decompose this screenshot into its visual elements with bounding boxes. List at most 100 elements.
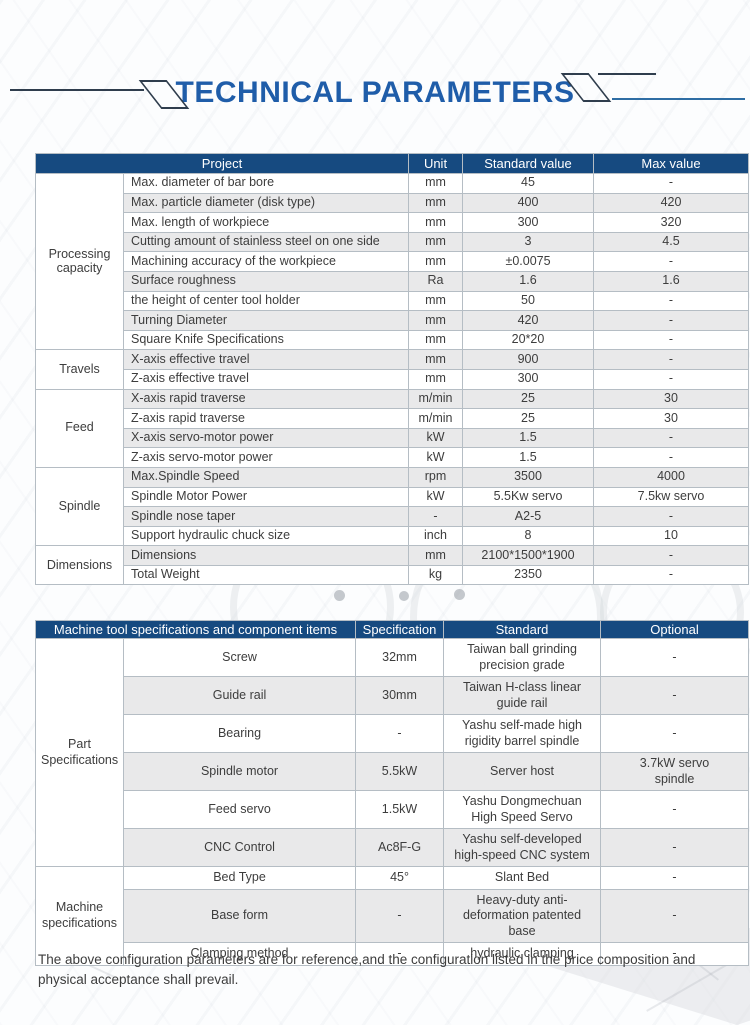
table-cell: 3 (462, 231, 594, 253)
table-cell: - (593, 427, 749, 449)
table-cell: mm (408, 349, 463, 370)
table-row: Travels X-axis effective travel mm 900- (35, 349, 749, 390)
table-cell: 45° (355, 866, 445, 890)
table-cell: - (600, 828, 750, 867)
table-cell: Slant Bed (443, 866, 602, 890)
table-cell: ±0.0075 (462, 251, 594, 272)
table-cell: - (593, 368, 749, 390)
table-cell: mm (408, 173, 463, 194)
table-cell: Yashu self-developed high-speed CNC syst… (443, 828, 602, 867)
gear-dot (334, 590, 345, 601)
table-cell: 1.5kW (355, 790, 445, 829)
table-cell: mm (408, 212, 463, 233)
table-cell: m/min (408, 388, 463, 410)
table-row: Square Knife Specifications mm 20*20- (36, 329, 749, 351)
table-cell: - (600, 942, 750, 966)
table-row: Feed X-axis rapid traverse m/min 25 30 (35, 388, 749, 468)
table-row: CNC Control Ac8F-G Yashu self-developed hi… (36, 828, 750, 867)
table-cell: Feed servo (122, 790, 357, 829)
table-row: Clamping method - hydraulic clamping - (36, 942, 750, 966)
table-cell: Z-axis servo-motor power (123, 447, 409, 468)
table-cell: 2350 (462, 564, 594, 586)
table-cell: - (600, 888, 750, 943)
column-header-optional: Optional (600, 620, 750, 639)
table-cell: 1.6 (593, 270, 749, 292)
page-title: TECHNICAL PARAMETERS (175, 76, 575, 109)
table-cell: kW (408, 447, 463, 468)
table-cell: - (593, 310, 749, 331)
table-cell: 300 (462, 212, 594, 233)
table-cell: 30 (593, 388, 749, 410)
table-cell: mm (408, 251, 463, 272)
column-header-standard: Standard (443, 620, 602, 639)
table-cell: 20*20 (462, 329, 594, 351)
row-group-label: Travels (35, 349, 124, 390)
reference-note: The above configuration parameters are f… (38, 951, 696, 988)
table-cell: - (593, 173, 749, 194)
table-cell: Clamping method (122, 942, 357, 966)
table-cell: Square Knife Specifications (123, 329, 409, 351)
column-header-max-value: Max value (593, 153, 749, 174)
table-row: Bearing - Yashu self-made high rigidity ba… (36, 714, 750, 753)
table-cell: mm (408, 192, 463, 214)
table-cell: X-axis rapid traverse (123, 388, 409, 410)
table-cell: - (593, 290, 749, 312)
table-cell: 900 (462, 349, 594, 370)
table-cell: - (355, 714, 445, 753)
table-cell: 30 (593, 408, 749, 429)
row-group-label: Part Specifications (35, 638, 124, 867)
table-cell: - (600, 866, 750, 890)
table-cell: mm (408, 310, 463, 331)
table-header-row: Machine tool specifications and componen… (34, 620, 750, 639)
table-row: Total Weight kg 2350- (36, 564, 749, 586)
table-cell: the height of center tool holder (123, 290, 409, 312)
table-row: Spindle motor 5.5kW Server host 3.7kW servo… (36, 752, 750, 791)
table-row: Machine specifications Bed Type 45° Slant B… (35, 866, 750, 966)
table-cell: - (600, 790, 750, 829)
table-cell: Yashu self-made high rigidity barrel spi… (443, 714, 602, 753)
table-cell: 30mm (355, 676, 445, 715)
table-cell: inch (408, 525, 463, 547)
table-cell: Base form (122, 888, 357, 943)
table-cell: m/min (408, 408, 463, 429)
table-row: Machining accuracy of the workpiece mm ±0.… (36, 251, 749, 272)
table-cell: Total Weight (123, 564, 409, 586)
column-header-project: Project (35, 153, 409, 174)
table-cell: X-axis effective travel (123, 349, 409, 370)
table-cell: 3.7kW servo spindle (600, 752, 750, 791)
table-cell: Bearing (122, 714, 357, 753)
table-cell: Screw (122, 638, 357, 677)
table-cell: - (593, 329, 749, 351)
table-cell: - (593, 349, 749, 370)
table-cell: Max. diameter of bar bore (123, 173, 409, 194)
table-cell: X-axis servo-motor power (123, 427, 409, 449)
table-cell: Taiwan ball grinding precision grade (443, 638, 602, 677)
table-cell: Ra (408, 270, 463, 292)
table-cell: 1.5 (462, 427, 594, 449)
table-cell: 5.5Kw servo (462, 486, 594, 508)
table-cell: Spindle motor (122, 752, 357, 791)
table-cell: mm (408, 329, 463, 351)
table-row: Part Specifications Screw 32mm Taiwan ball … (35, 638, 750, 867)
table-cell: Max. particle diameter (disk type) (123, 192, 409, 214)
table-cell: 320 (593, 212, 749, 233)
table-row: Spindle nose taper - A2-5- (36, 506, 749, 527)
table-cell: 45 (462, 173, 594, 194)
table-cell: 50 (462, 290, 594, 312)
table-cell: Surface roughness (123, 270, 409, 292)
row-group-label: Feed (35, 388, 124, 468)
table-cell: - (593, 564, 749, 586)
table-cell: Spindle nose taper (123, 506, 409, 527)
table-cell: - (593, 447, 749, 468)
table-cell: Z-axis effective travel (123, 368, 409, 390)
table-row: Guide rail 30mm Taiwan H-class linear guid… (36, 676, 750, 715)
table-cell: - (600, 638, 750, 677)
row-group-label: Spindle (35, 466, 124, 547)
table-cell: - (355, 942, 445, 966)
table-cell: - (593, 251, 749, 272)
table-cell: kW (408, 486, 463, 508)
table-cell: - (355, 888, 445, 943)
column-header-items: Machine tool specifications and componen… (34, 620, 357, 639)
table-cell: 25 (462, 388, 594, 410)
